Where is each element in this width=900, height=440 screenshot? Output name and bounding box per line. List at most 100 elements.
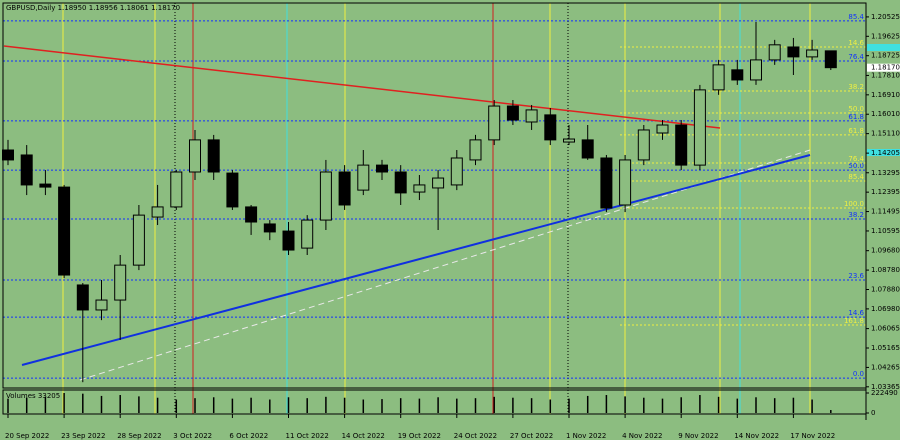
x-tick-label: 6 Oct 2022 — [229, 432, 268, 440]
y-tick-label: 1.16910 — [871, 91, 900, 99]
candle-body — [675, 124, 688, 166]
current-price-label: 1.18170 — [871, 64, 900, 72]
x-tick-label: 3 Oct 2022 — [173, 432, 212, 440]
fib-label: 23.6 — [848, 272, 864, 280]
candle-body — [525, 109, 538, 123]
candle-body — [693, 89, 706, 166]
candle-body — [450, 157, 463, 186]
y-tick-label: 1.07880 — [871, 285, 900, 293]
volume-tick-label: 0 — [871, 409, 875, 417]
header: GBPUSD,Daily 1.18950 1.18956 1.18061 1.1… — [6, 4, 180, 12]
fib-label: 76.4 — [848, 53, 864, 61]
y-tick-label: 1.06980 — [871, 305, 900, 313]
candle-body — [806, 49, 819, 58]
candle-body — [338, 171, 351, 206]
candle-body — [282, 230, 295, 251]
x-tick-label: 1 Nov 2022 — [566, 432, 606, 440]
candle-body — [319, 171, 332, 221]
fib-label: 0.0 — [853, 370, 864, 378]
candle-body — [207, 139, 220, 173]
x-tick-label: 20 Sep 2022 — [5, 432, 49, 440]
candles — [2, 21, 837, 383]
candle-body — [95, 299, 108, 311]
fib-label: 85.4 — [848, 13, 864, 21]
y-tick-label: 1.13295 — [871, 169, 900, 177]
y-tick-label: 1.10595 — [871, 227, 900, 235]
candle-body — [656, 124, 669, 134]
volume-tick-label: 222490 — [871, 389, 898, 397]
candle-body — [357, 164, 370, 191]
candle-body — [301, 219, 314, 249]
candle-body — [469, 139, 482, 161]
x-tick-label: 14 Nov 2022 — [734, 432, 779, 440]
candle-body — [563, 138, 575, 143]
y-tick-label: 1.16010 — [871, 110, 900, 118]
x-tick-label: 24 Oct 2022 — [454, 432, 497, 440]
fib-label: 14.6 — [848, 309, 864, 317]
fib-label: 161.8 — [844, 317, 864, 325]
fib-label: 38.2 — [848, 83, 864, 91]
candle-body — [413, 184, 426, 193]
x-tick-label: 9 Nov 2022 — [678, 432, 718, 440]
volumes — [7, 393, 832, 413]
x-tick-label: 14 Oct 2022 — [342, 432, 385, 440]
candle-body — [750, 59, 762, 81]
candle-body — [132, 214, 145, 266]
candle-body — [824, 50, 837, 69]
candle-body — [787, 46, 800, 58]
y-tick-label: 1.08780 — [871, 266, 900, 274]
y-tick-label: 1.06065 — [871, 325, 900, 333]
y-tick-label: 1.04265 — [871, 363, 900, 371]
fibonacci: 0.014.623.638.250.061.876.485.414.638.25… — [3, 13, 866, 379]
y-tick-label: 1.17810 — [871, 71, 900, 79]
candle-body — [189, 139, 201, 173]
y-tick-label: 1.14205 — [871, 149, 900, 157]
level-marker — [867, 44, 900, 51]
x-tick-label: 23 Sep 2022 — [61, 432, 105, 440]
candle-body — [39, 183, 52, 188]
y-tick-label: 1.15110 — [871, 130, 900, 138]
candle-body — [2, 149, 14, 161]
candle-body — [170, 171, 183, 208]
candle-body — [712, 64, 725, 91]
x-tick-label: 4 Nov 2022 — [622, 432, 662, 440]
x-tick-label: 19 Oct 2022 — [398, 432, 441, 440]
candle-body — [114, 264, 127, 301]
fib-label: 14.6 — [848, 39, 864, 47]
fib-label: 61.8 — [848, 113, 864, 121]
candle-body — [20, 154, 33, 186]
candle-body — [376, 164, 388, 173]
candle-body — [151, 206, 164, 218]
current-price-box — [867, 63, 900, 72]
y-tick-label: 1.05165 — [871, 344, 900, 352]
fib-label: 61.8 — [848, 127, 864, 135]
x-tick-label: 11 Oct 2022 — [286, 432, 329, 440]
volume-label: Volumes 33205 — [6, 392, 60, 400]
y-tick-label: 1.09680 — [871, 247, 900, 255]
x-tick-label: 17 Nov 2022 — [790, 432, 835, 440]
candle-body — [768, 44, 781, 61]
level-marker — [867, 149, 900, 156]
blue-trendline — [21, 154, 811, 366]
candle-body — [637, 129, 650, 161]
candle-body — [581, 139, 594, 159]
y-tick-label: 1.20525 — [871, 13, 900, 21]
candle-body — [731, 69, 744, 81]
candle-body — [544, 114, 557, 141]
candle-body — [394, 171, 407, 194]
y-tick-label: 1.12395 — [871, 188, 900, 196]
candle-body — [263, 223, 276, 233]
candle-body — [226, 172, 239, 208]
x-tick-label: 28 Sep 2022 — [117, 432, 161, 440]
fib-label: 38.2 — [848, 211, 864, 219]
y-tick-label: 1.18725 — [871, 52, 900, 60]
candle-body — [600, 157, 613, 209]
x-tick-label: 27 Oct 2022 — [510, 432, 553, 440]
candle-body — [76, 284, 89, 311]
fib-label: 50.0 — [848, 105, 864, 113]
candle-body — [506, 105, 519, 121]
fib-label: 85.4 — [848, 173, 864, 181]
dashed-trendline — [79, 149, 811, 381]
y-tick-label: 1.19625 — [871, 32, 900, 40]
